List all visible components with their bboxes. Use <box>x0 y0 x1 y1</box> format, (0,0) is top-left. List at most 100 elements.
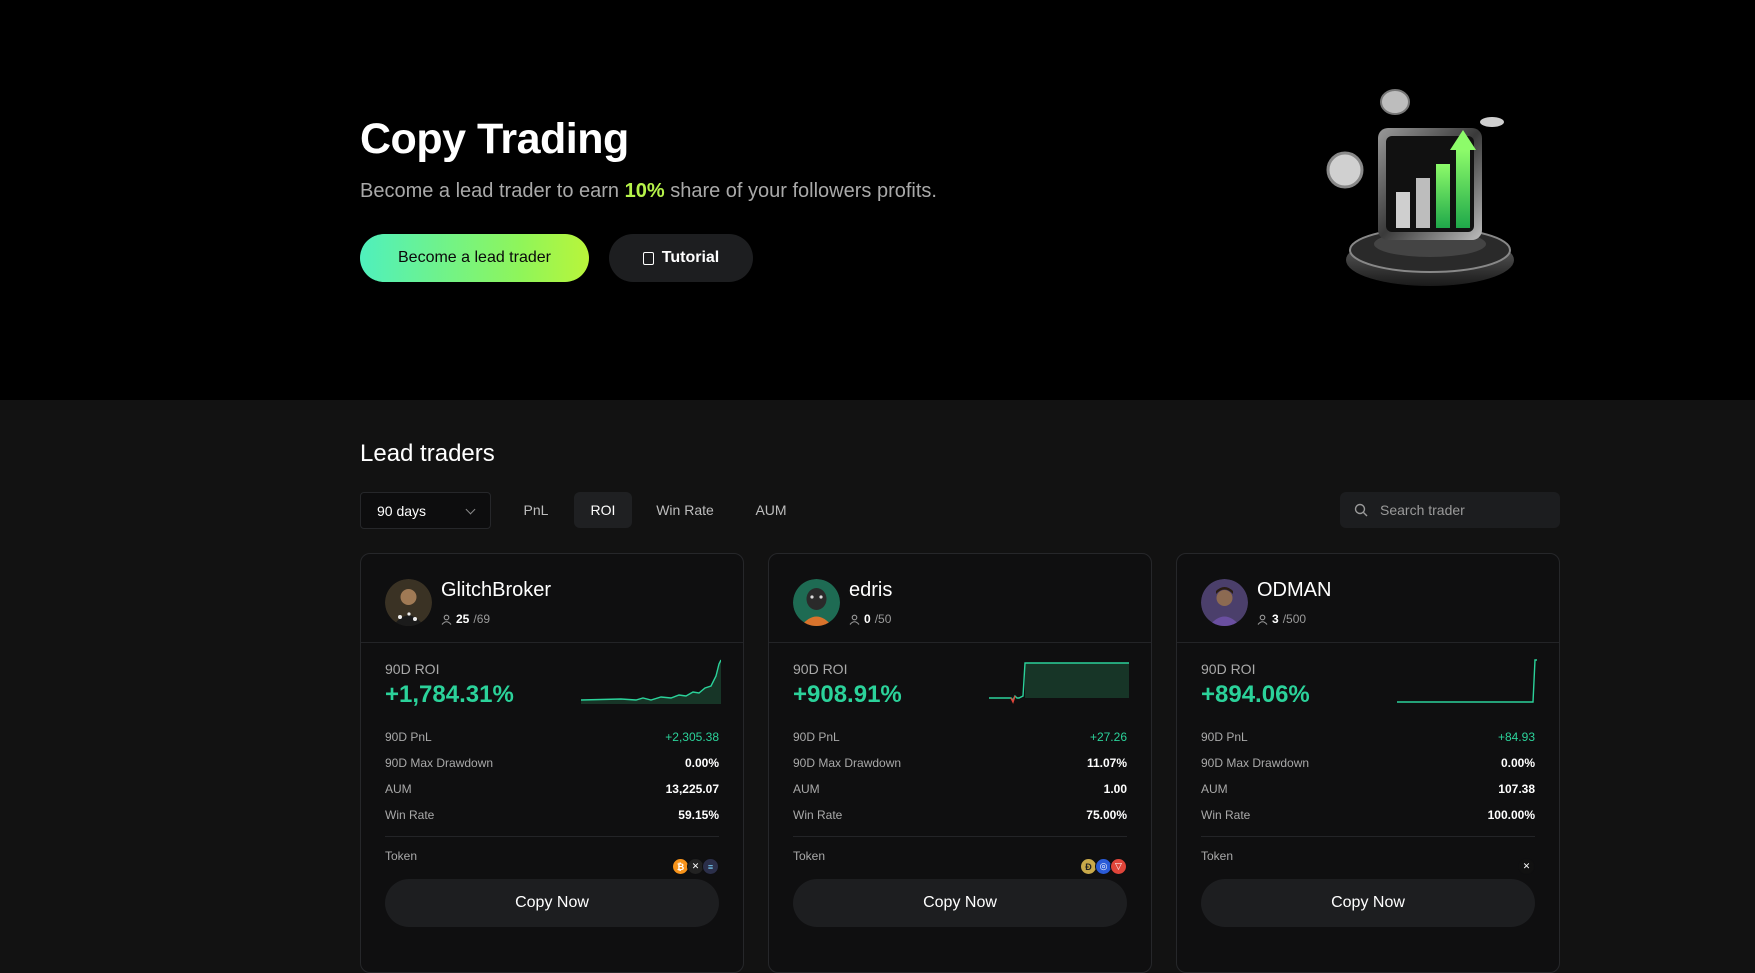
become-lead-trader-button[interactable]: Become a lead trader <box>360 234 589 282</box>
user-icon <box>1257 614 1268 625</box>
stat-value: +27.26 <box>1089 730 1127 744</box>
stat-row: AUM 107.38 <box>1201 776 1535 802</box>
token-label: Token <box>1201 849 1234 863</box>
stats-list: 90D PnL +2,305.38 90D Max Drawdown 0.00% A… <box>385 724 719 828</box>
section-title: Lead traders <box>360 440 495 467</box>
stat-label: 90D PnL <box>385 730 432 744</box>
token-list: ✕ <box>1518 858 1535 875</box>
chart-podium-illustration <box>1326 89 1514 286</box>
stat-label: Win Rate <box>385 808 435 822</box>
tab-aum[interactable]: AUM <box>755 502 787 518</box>
tron-icon: ▽ <box>1110 858 1127 875</box>
followers-current: 25 <box>456 612 470 626</box>
hero-banner: Copy Trading Become a lead trader to ear… <box>0 0 1755 400</box>
token-list: ₿ ✕ ≡ <box>672 858 719 875</box>
stat-label: 90D Max Drawdown <box>385 756 494 770</box>
book-icon <box>642 251 654 265</box>
tutorial-label: Tutorial <box>661 249 720 266</box>
roi-sparkline <box>581 659 721 704</box>
stat-value: +2,305.38 <box>665 730 719 744</box>
stat-label: 90D Max Drawdown <box>793 756 902 770</box>
stat-label: 90D PnL <box>1201 730 1248 744</box>
stat-label: 90D Max Drawdown <box>1201 756 1310 770</box>
hero-subtitle-end: share of your followers profits. <box>664 180 937 202</box>
trader-name: edris <box>849 579 893 601</box>
followers-max: /50 <box>874 612 892 626</box>
chevron-down-icon <box>465 504 476 515</box>
user-icon <box>849 614 860 625</box>
stat-label: 90D PnL <box>793 730 840 744</box>
stat-value: 0.00% <box>1500 756 1535 770</box>
stat-label: AUM <box>385 782 412 796</box>
tutorial-button[interactable]: Tutorial <box>609 234 753 282</box>
roi-value: +1,784.31% <box>385 681 514 708</box>
followers-count: 3/500 <box>1257 612 1306 626</box>
hero-subtitle-highlight: 10% <box>624 180 665 202</box>
followers-max: /69 <box>473 612 491 626</box>
followers-max: /500 <box>1282 612 1307 626</box>
stat-value: 1.00 <box>1103 782 1127 796</box>
stat-value: 0.00% <box>684 756 719 770</box>
stat-row: Win Rate 100.00% <box>1201 802 1535 828</box>
tab-pnl[interactable]: PnL <box>523 502 549 518</box>
stat-row: Win Rate 75.00% <box>793 802 1127 828</box>
token-label: Token <box>385 849 418 863</box>
trader-name: ODMAN <box>1257 579 1332 601</box>
trader-card[interactable]: GlitchBroker 25/69 90D ROI +1,784.31% 90… <box>360 553 744 973</box>
roi-label: 90D ROI <box>793 661 848 677</box>
hero-subtitle: Become a lead trader to earn 10% share o… <box>360 180 937 203</box>
stat-value: 75.00% <box>1086 808 1127 822</box>
followers-count: 25/69 <box>441 612 490 626</box>
copy-now-button[interactable]: Copy Now <box>793 879 1127 927</box>
search-icon <box>1354 503 1368 517</box>
stat-label: Win Rate <box>1201 808 1251 822</box>
zk-icon: ✕ <box>1518 858 1535 875</box>
trader-card[interactable]: ODMAN 3/500 90D ROI +894.06% 90D PnL +84.… <box>1176 553 1560 973</box>
trader-name: GlitchBroker <box>441 579 552 601</box>
stat-value: 59.15% <box>678 808 719 822</box>
tab-win-rate[interactable]: Win Rate <box>656 502 714 518</box>
stat-row: 90D PnL +2,305.38 <box>385 724 719 750</box>
copy-now-button[interactable]: Copy Now <box>385 879 719 927</box>
card-header: GlitchBroker 25/69 <box>361 554 743 643</box>
search-input[interactable] <box>1380 502 1540 518</box>
followers-current: 3 <box>1272 612 1279 626</box>
period-value: 90 days <box>377 502 427 519</box>
roi-sparkline <box>1397 659 1537 703</box>
card-header: edris 0/50 <box>769 554 1151 643</box>
stat-value: 107.38 <box>1498 782 1535 796</box>
card-header: ODMAN 3/500 <box>1177 554 1559 643</box>
hero-title: Copy Trading <box>360 115 629 163</box>
stat-value: 11.07% <box>1086 756 1127 770</box>
tab-roi[interactable]: ROI <box>574 492 632 528</box>
avatar <box>1201 579 1248 626</box>
roi-sparkline <box>989 662 1129 704</box>
stat-row: 90D Max Drawdown 0.00% <box>385 750 719 776</box>
period-dropdown[interactable]: 90 days <box>360 492 491 529</box>
roi-label: 90D ROI <box>1201 661 1256 677</box>
search-box[interactable] <box>1340 492 1560 528</box>
divider <box>793 836 1127 837</box>
trader-card[interactable]: edris 0/50 90D ROI +908.91% 90D PnL +27.2… <box>768 553 1152 973</box>
stat-row: 90D PnL +27.26 <box>793 724 1127 750</box>
solana-icon: ≡ <box>702 858 719 875</box>
avatar <box>793 579 840 626</box>
stat-row: 90D PnL +84.93 <box>1201 724 1535 750</box>
stat-row: AUM 13,225.07 <box>385 776 719 802</box>
stat-row: AUM 1.00 <box>793 776 1127 802</box>
token-label: Token <box>793 849 826 863</box>
stat-value: 100.00% <box>1487 808 1535 822</box>
stat-value: +84.93 <box>1497 730 1535 744</box>
roi-value: +908.91% <box>793 681 902 708</box>
user-icon <box>441 614 452 625</box>
stat-value: 13,225.07 <box>665 782 719 796</box>
avatar <box>385 579 432 626</box>
hero-subtitle-start: Become a lead trader to earn <box>360 180 625 202</box>
stats-list: 90D PnL +27.26 90D Max Drawdown 11.07% AUM… <box>793 724 1127 828</box>
copy-now-button[interactable]: Copy Now <box>1201 879 1535 927</box>
roi-value: +894.06% <box>1201 681 1310 708</box>
roi-label: 90D ROI <box>385 661 440 677</box>
token-list: Ð ◎ ▽ <box>1080 858 1127 875</box>
followers-current: 0 <box>864 612 871 626</box>
stat-label: AUM <box>1201 782 1228 796</box>
